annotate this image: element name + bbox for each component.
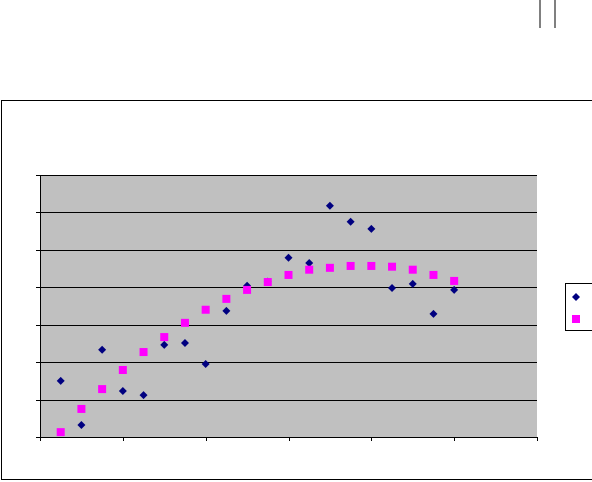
point — [118, 386, 127, 395]
point — [284, 270, 293, 279]
point — [429, 270, 438, 279]
legend — [565, 283, 592, 331]
point — [408, 279, 417, 288]
plot-area — [40, 175, 537, 437]
legend-marker — [572, 293, 580, 301]
point — [367, 261, 376, 270]
point — [388, 284, 397, 293]
point — [222, 294, 231, 303]
point — [180, 339, 189, 348]
point — [429, 309, 438, 318]
point — [201, 305, 210, 314]
point — [118, 366, 127, 375]
point — [346, 217, 355, 226]
point — [56, 376, 65, 385]
point — [56, 428, 65, 437]
point — [325, 263, 334, 272]
point — [98, 345, 107, 354]
point — [263, 278, 272, 287]
point — [139, 348, 148, 357]
point — [305, 265, 314, 274]
point — [201, 360, 210, 369]
point — [160, 333, 169, 342]
legend-marker — [572, 315, 580, 323]
point — [367, 224, 376, 233]
point — [450, 276, 459, 285]
point — [284, 253, 293, 262]
point — [77, 404, 86, 413]
point — [450, 285, 459, 294]
point — [160, 340, 169, 349]
point — [305, 258, 314, 267]
point — [388, 262, 397, 271]
point — [98, 385, 107, 394]
point — [325, 201, 334, 210]
point — [222, 306, 231, 315]
point — [408, 265, 417, 274]
point — [243, 285, 252, 294]
point — [77, 421, 86, 430]
point — [346, 261, 355, 270]
point — [139, 391, 148, 400]
point — [180, 318, 189, 327]
